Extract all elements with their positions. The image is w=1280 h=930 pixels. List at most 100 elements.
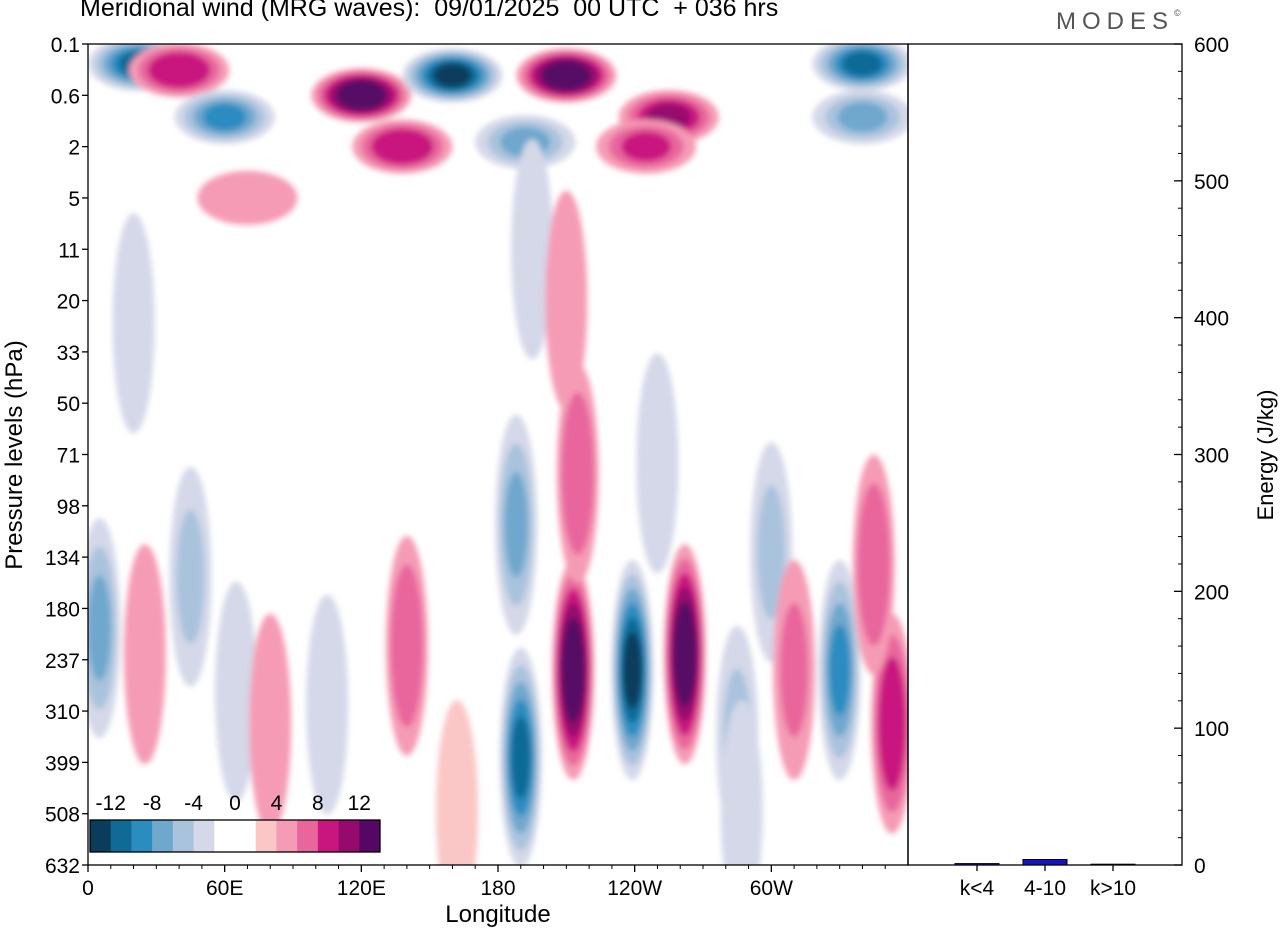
- wind-contour: [436, 700, 478, 865]
- colorbar-swatch: [255, 820, 277, 852]
- energy-axis-label: Energy (J/kg): [1253, 390, 1278, 521]
- y-axis-label: Pressure levels (hPa): [1, 340, 28, 569]
- pressure-axis: 0.1 0.6 2 5 11 20 33 50 71 98 134 180 237 310 399 508 63…: [45, 34, 88, 878]
- wind-contour: [504, 472, 528, 578]
- wind-contour: [862, 512, 886, 618]
- pressure-tick-label: 20: [57, 291, 80, 314]
- wind-contour: [511, 716, 531, 799]
- wind-contour: [112, 213, 155, 434]
- colorbar-swatch: [338, 820, 360, 852]
- energy-tick-label: 500: [1194, 171, 1229, 194]
- colorbar-label: -12: [96, 792, 126, 815]
- brand-copyright-mark: ©: [1174, 8, 1181, 18]
- pressure-tick-label: 2: [68, 137, 80, 160]
- colorbar-swatch: [90, 820, 112, 852]
- longitude-tick-label: 0: [82, 877, 94, 900]
- colorbar-swatch: [214, 820, 236, 852]
- longitude-tick-label: 60W: [750, 877, 793, 900]
- energy-bar: [1022, 859, 1068, 866]
- colorbar-swatch: [152, 820, 174, 852]
- wind-contour: [249, 613, 292, 834]
- wind-contour: [757, 485, 786, 620]
- longitude-axis: 0 60E 120E 180 120W 60W: [82, 865, 886, 900]
- wind-contour: [623, 631, 642, 709]
- pressure-tick-label: 50: [57, 393, 80, 416]
- colorbar-swatch: [297, 820, 319, 852]
- energy-tick-label: 0: [1194, 855, 1206, 878]
- wind-contour: [780, 603, 809, 737]
- pressure-tick-label: 399: [45, 752, 80, 775]
- colorbar-swatch: [359, 820, 381, 852]
- pressure-tick-label: 180: [45, 598, 80, 621]
- colorbar-label: -8: [143, 792, 162, 815]
- energy-categories: k<4 4-10 k>10: [960, 865, 1136, 900]
- wind-contour: [563, 631, 583, 709]
- wind-contour: [88, 575, 112, 681]
- longitude-tick-label: 180: [480, 877, 515, 900]
- energy-bar: [1090, 863, 1136, 866]
- colorbar-legend: -12 -8 -4 0 4 8 12: [89, 792, 381, 853]
- colorbar-swatch: [172, 820, 194, 852]
- pressure-tick-label: 134: [45, 547, 80, 570]
- wind-contour: [215, 581, 258, 802]
- wind-contour: [511, 139, 554, 360]
- pressure-tick-label: 5: [68, 188, 80, 211]
- energy-category-label: k>10: [1090, 877, 1136, 900]
- wind-contour: [675, 615, 695, 693]
- energy-tick-label: 300: [1194, 445, 1229, 468]
- energy-bar: [954, 863, 1000, 866]
- wind-contour: [545, 190, 588, 411]
- colorbar-swatch: [276, 820, 298, 852]
- colorbar-swatch: [110, 820, 132, 852]
- pressure-tick-label: 310: [45, 701, 80, 724]
- longitude-tick-label: 120E: [337, 877, 386, 900]
- energy-category-label: k<4: [960, 877, 995, 900]
- energy-bars: [954, 859, 1136, 866]
- wind-contour: [216, 179, 279, 216]
- wind-contour: [621, 131, 671, 162]
- wind-heatmap: [88, 44, 908, 865]
- colorbar-frame: [89, 819, 381, 853]
- wind-contour: [176, 509, 205, 644]
- colorbar-label: 0: [229, 792, 241, 815]
- pressure-tick-label: 33: [57, 342, 80, 365]
- wind-contour: [380, 133, 424, 161]
- pressure-tick-label: 0.1: [51, 34, 80, 57]
- pressure-tick-label: 0.6: [51, 85, 80, 108]
- wind-contour: [566, 420, 590, 527]
- energy-tick-label: 400: [1194, 308, 1229, 331]
- wind-contour: [342, 83, 380, 108]
- colorbar-label: 12: [348, 792, 371, 815]
- wind-contour: [157, 56, 201, 84]
- wind-contour: [720, 700, 763, 865]
- colorbar-swatch: [235, 820, 257, 852]
- energy-tick-label: 200: [1194, 581, 1229, 604]
- wind-contour: [842, 51, 883, 77]
- longitude-tick-label: 120W: [607, 877, 662, 900]
- energy-tick-label: 100: [1194, 718, 1229, 741]
- wind-contour: [547, 63, 585, 88]
- colorbar-label: 4: [271, 792, 283, 815]
- colorbar-label: 8: [312, 792, 324, 815]
- colorbar-swatch: [193, 820, 215, 852]
- pressure-tick-label: 71: [57, 445, 80, 468]
- energy-panel-frame: [907, 43, 1183, 866]
- wind-contour: [881, 678, 903, 770]
- wind-contour: [433, 63, 471, 88]
- longitude-tick-label: 60E: [206, 877, 243, 900]
- x-axis-label: Longitude: [445, 901, 550, 928]
- colorbar-label: -4: [184, 792, 203, 815]
- wind-contour: [636, 353, 679, 574]
- wind-contour: [829, 624, 851, 716]
- colorbar-swatch: [317, 820, 339, 852]
- colorbar-swatch: [131, 820, 153, 852]
- pressure-tick-label: 11: [58, 239, 80, 262]
- wind-contour: [123, 544, 166, 765]
- energy-axis: 0 100 200 300 400 500 600: [1174, 34, 1229, 878]
- pressure-tick-label: 237: [45, 650, 80, 673]
- pressure-tick-label: 98: [57, 496, 80, 519]
- pressure-tick-label: 508: [45, 804, 80, 827]
- wind-contour: [203, 103, 247, 131]
- pressure-tick-label: 632: [45, 855, 80, 878]
